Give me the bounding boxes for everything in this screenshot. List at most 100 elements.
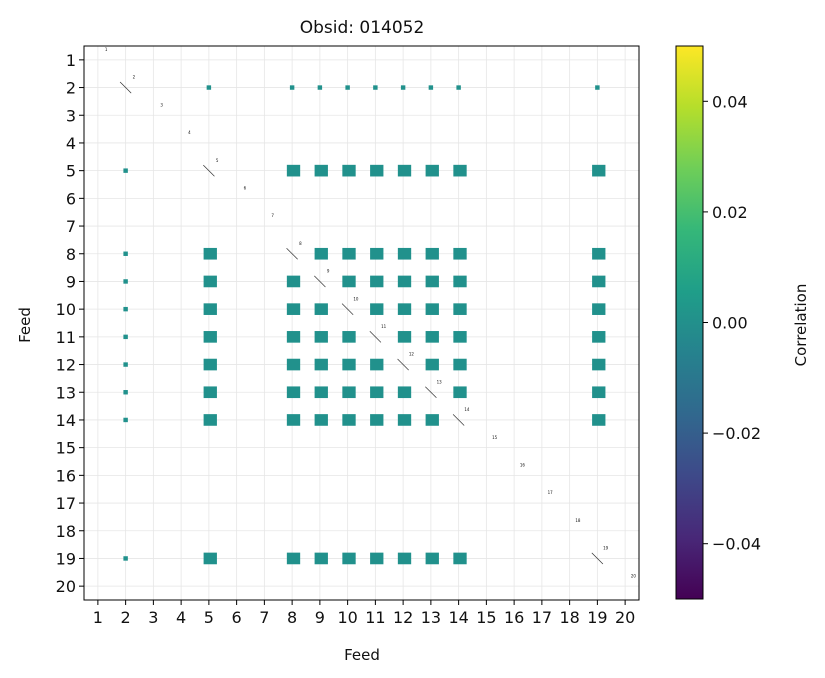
heatmap-cell: [592, 247, 606, 260]
heatmap-cell: [314, 303, 328, 315]
diagonal-feed-label: 6: [244, 185, 247, 190]
heatmap-cell: [592, 358, 606, 371]
y-tick-label: 7: [66, 217, 76, 236]
x-tick-label: 20: [615, 608, 635, 627]
diagonal-line: [286, 247, 298, 260]
x-tick-label: 10: [337, 608, 357, 627]
heatmap-cell: [314, 386, 328, 399]
x-tick-label: 15: [476, 608, 496, 627]
heatmap-cell: [425, 247, 439, 260]
heatmap-cell: [370, 358, 384, 371]
y-tick-label: 15: [56, 439, 76, 458]
x-tick-label: 7: [259, 608, 269, 627]
x-tick-label: 1: [93, 608, 103, 627]
y-tick-label: 1: [66, 51, 76, 70]
heatmap-cell: [453, 358, 467, 371]
heatmap-cell: [397, 331, 412, 343]
colorbar-gradient: [675, 45, 704, 600]
heatmap-cell: [453, 386, 467, 399]
heatmap-cell: [342, 247, 356, 260]
heatmap-cell: [203, 275, 217, 288]
heatmap-cell: [592, 331, 606, 343]
heatmap-cell: [123, 362, 128, 367]
y-tick-label: 3: [66, 106, 76, 125]
heatmap-cell: [397, 303, 412, 315]
heatmap-cell: [123, 417, 128, 423]
heatmap-cell: [203, 552, 217, 565]
y-tick-label: 9: [66, 272, 76, 291]
heatmap-cell: [203, 331, 217, 343]
x-tick-label: 11: [365, 608, 385, 627]
x-tick-label: 9: [315, 608, 325, 627]
colorbar-tick-label: −0.04: [712, 535, 761, 554]
y-tick-label: 11: [56, 328, 76, 347]
plot-frame: [83, 45, 640, 601]
heatmap-cell: [453, 247, 467, 260]
diagonal-line: [591, 552, 604, 565]
heatmap-cell: [373, 85, 378, 90]
heatmap-cell: [397, 414, 412, 426]
heatmap-cell: [425, 414, 439, 426]
heatmap-cell: [425, 303, 439, 315]
y-tick-label: 16: [56, 466, 76, 485]
chart-title: Obsid: 014052: [300, 18, 425, 38]
y-tick-label: 12: [56, 356, 76, 375]
heatmap-cell: [203, 247, 217, 260]
x-tick-label: 16: [504, 608, 524, 627]
heatmap-cell: [592, 275, 606, 288]
x-axis-label: Feed: [344, 646, 380, 664]
heatmap-cell: [370, 303, 384, 315]
diagonal-feed-label: 18: [575, 518, 581, 523]
diagonal-feed-label: 13: [437, 379, 443, 384]
heatmap-cell: [123, 168, 128, 173]
y-tick-label: 20: [56, 577, 76, 596]
heatmap-cell: [286, 552, 301, 565]
heatmap-cell: [397, 164, 412, 177]
x-tick-label: 5: [204, 608, 214, 627]
x-tick-label: 17: [532, 608, 552, 627]
heatmap-cell: [397, 552, 412, 565]
heatmap-cell: [314, 358, 328, 371]
heatmap-cell: [203, 358, 217, 371]
heatmap-cell: [370, 386, 384, 399]
heatmap-cell: [203, 414, 217, 426]
heatmap-cell: [370, 164, 384, 177]
x-tick-label: 12: [393, 608, 413, 627]
heatmap-cell: [592, 164, 606, 177]
heatmap-cell: [286, 331, 301, 343]
y-tick-label: 18: [56, 522, 76, 541]
diagonal-line: [341, 303, 354, 315]
heatmap-cell: [342, 414, 356, 426]
x-tick-label: 3: [148, 608, 158, 627]
x-tick-label: 19: [587, 608, 607, 627]
heatmap-cell: [370, 275, 384, 288]
heatmap-cell: [370, 552, 384, 565]
x-tick-label: 6: [232, 608, 242, 627]
y-tick-label: 17: [56, 494, 76, 513]
diagonal-feed-label: 14: [464, 407, 470, 412]
heatmap-cell: [314, 164, 328, 177]
diagonal-feed-label: 4: [188, 130, 191, 135]
colorbar-tick-label: −0.02: [712, 424, 761, 443]
colorbar-tick-label: 0.00: [712, 314, 748, 333]
heatmap-cell: [317, 85, 323, 90]
diagonal-feed-label: 10: [353, 296, 359, 301]
heatmap-cell: [342, 386, 356, 399]
heatmap-cell: [342, 275, 356, 288]
heatmap-cell: [425, 358, 439, 371]
x-tick-label: 18: [559, 608, 579, 627]
heatmap-cell: [397, 247, 412, 260]
x-tick-label: 13: [421, 608, 441, 627]
y-axis-label: Feed: [16, 307, 34, 343]
diagonal-line: [452, 414, 465, 426]
heatmap-cell: [592, 303, 606, 315]
y-tick-label: 5: [66, 162, 76, 181]
heatmap-cell: [425, 275, 439, 288]
heatmap-cell: [453, 303, 467, 315]
heatmap-cells: [123, 85, 606, 565]
diagonal-feed-label: 1: [105, 47, 108, 52]
heatmap-cell: [286, 414, 301, 426]
y-tick-label: 4: [66, 134, 76, 153]
colorbar-ticks: −0.04 −0.02 0.00 0.02 0.04: [703, 92, 761, 554]
